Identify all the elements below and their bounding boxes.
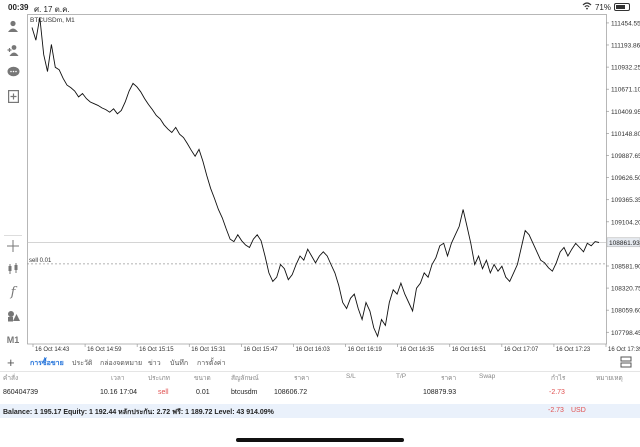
time-tick-label: 16 Oct 14:43 [35, 347, 70, 353]
status-right: 71% [582, 2, 630, 12]
row-type: sell [158, 389, 169, 396]
row-current-price: 108879.93 [423, 389, 457, 396]
plot-frame [27, 14, 607, 345]
time-tick-label: 16 Oct 17:23 [556, 347, 591, 353]
price-tick-label: 108581.90 [611, 263, 640, 270]
person-icon[interactable] [5, 18, 21, 34]
row-profit: -2.73 [549, 389, 565, 396]
price-tick-label: 109626.50 [611, 175, 640, 182]
tab-history[interactable]: ประวัติ [72, 360, 93, 367]
time-tick-label: 16 Oct 16:35 [400, 347, 435, 353]
chat-icon[interactable] [5, 64, 21, 80]
time-tick-label: 16 Oct 16:03 [295, 347, 330, 353]
row-order: 860404739 [3, 389, 39, 396]
col-current-price: ราคา [441, 375, 457, 382]
price-tick-label: 108320.75 [611, 286, 640, 293]
col-time: เวลา [111, 375, 125, 382]
chart-toolbar: f M1 [0, 14, 26, 354]
col-size: ขนาด [194, 375, 211, 382]
currency-label: USD [571, 407, 586, 414]
time-tick-label: 16 Oct 16:19 [348, 347, 383, 353]
crosshair-icon[interactable] [5, 238, 21, 254]
price-tick-label: 109887.65 [611, 153, 640, 160]
balance-bar: Balance: 1 195.17 Equity: 1 192.44 หลักป… [0, 404, 640, 418]
chart-svg: 111454.55 111193.86 110932.25 110671.10 1104… [27, 14, 640, 353]
col-swap: Swap [479, 373, 496, 380]
balance-summary: Balance: 1 195.17 Equity: 1 192.44 หลักป… [3, 409, 274, 416]
col-comment: หมายเหตุ [596, 375, 623, 382]
table-row[interactable]: 860404739 10.16 17:04 sell 0.01 btcusdm … [0, 389, 640, 401]
row-open-price: 108606.72 [274, 389, 308, 396]
row-symbol: btcusdm [231, 389, 258, 396]
tab-trade[interactable]: การซื้อขาย [30, 360, 64, 367]
price-chart[interactable]: 111454.55 111193.86 110932.25 110671.10 1104… [27, 14, 640, 354]
terminal-tabs: + การซื้อขาย ประวัติ กล่องจดหมาย ข่าว บั… [0, 354, 640, 372]
battery-percent: 71% [594, 2, 611, 12]
candles-icon[interactable] [5, 261, 21, 277]
toolbar-divider [4, 235, 22, 236]
time-tick-label: 16 Oct 15:31 [191, 347, 226, 353]
chart-symbol-label: BTCUSDm, M1 [30, 17, 75, 24]
time-tick-label: 16 Oct 17:39 [608, 347, 640, 353]
orders-table-header: คำสั่ง เวลา ประเภท ขนาด สัญลักษณ์ ราคา S… [0, 373, 640, 385]
price-series-line [31, 17, 600, 338]
row-size: 0.01 [196, 389, 210, 396]
col-type: ประเภท [148, 375, 170, 382]
col-profit: กำไร [551, 375, 566, 382]
time-tick-label: 16 Oct 15:47 [243, 347, 278, 353]
time-tick-label: 16 Oct 17:07 [504, 347, 539, 353]
col-price: ราคา [294, 375, 310, 382]
status-time: 00:39 [8, 3, 29, 12]
time-tick-label: 16 Oct 14:59 [87, 347, 122, 353]
tab-journal[interactable]: บันทึก [170, 360, 189, 367]
wifi-icon [582, 2, 592, 12]
time-tick-label: 16 Oct 16:51 [452, 347, 487, 353]
price-tick-label: 110148.80 [611, 131, 640, 138]
price-tick-label: 110671.10 [611, 87, 640, 94]
add-icon[interactable]: + [7, 355, 15, 370]
price-tick-label: 108059.60 [611, 308, 640, 315]
objects-icon[interactable] [5, 308, 21, 324]
tab-mailbox[interactable]: กล่องจดหมาย [100, 360, 143, 367]
col-tp: T/P [396, 373, 407, 380]
col-symbol: สัญลักษณ์ [231, 375, 259, 382]
battery-icon [614, 3, 630, 11]
tab-settings[interactable]: การตั้งค่า [197, 360, 226, 367]
panel-toggle-icon[interactable] [620, 356, 632, 368]
col-order: คำสั่ง [3, 375, 19, 382]
status-date: ศ. 17 ต.ค. [34, 5, 70, 14]
add-person-icon[interactable] [5, 42, 21, 58]
row-time: 10.16 17:04 [100, 389, 137, 396]
total-profit: -2.73 [548, 407, 564, 414]
current-price-box [606, 237, 640, 248]
col-sl: S/L [346, 373, 356, 380]
tab-news[interactable]: ข่าว [148, 360, 161, 367]
price-tick-label: 111193.86 [611, 42, 640, 49]
price-tick-label: 109104.20 [611, 219, 640, 226]
timeframe-label[interactable]: M1 [6, 335, 20, 345]
status-bar: 00:39 ศ. 17 ต.ค. 71% [0, 0, 640, 14]
price-tick-label: 110932.25 [611, 65, 640, 72]
time-tick-label: 16 Oct 15:15 [139, 347, 174, 353]
home-indicator [236, 438, 404, 442]
price-tick-label: 109365.35 [611, 197, 640, 204]
price-tick-label: 107798.45 [611, 330, 640, 337]
price-tick-label: 111454.55 [611, 20, 640, 27]
indicator-icon[interactable]: f [10, 284, 16, 300]
order-line-label: sell 0.01 [29, 258, 52, 264]
new-order-icon[interactable] [5, 88, 21, 104]
price-tick-label: 110409.95 [611, 109, 640, 116]
current-price-label: 108861.93 [609, 240, 640, 247]
